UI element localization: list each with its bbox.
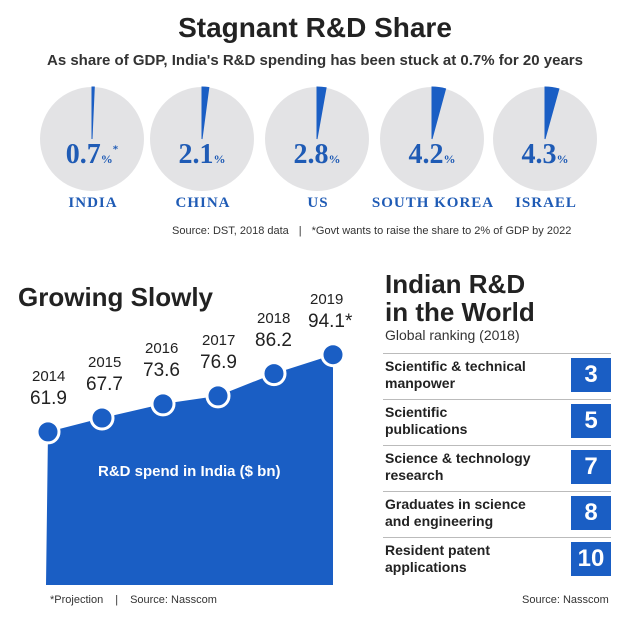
pie-unit: %	[556, 152, 569, 166]
year-label-2014: 2014	[32, 367, 66, 385]
year-label-2018: 2018	[257, 309, 291, 327]
pie-unit: %	[213, 152, 226, 166]
page-subtitle: As share of GDP, India's R&D spending ha…	[47, 52, 583, 69]
pie-israel: 4.3% ISRAEL	[491, 85, 601, 211]
ranking-row: Scientific & technical manpower 3	[383, 353, 611, 392]
source-top-right: *Govt wants to raise the share to 2% of …	[311, 225, 572, 237]
ranking-number: 10	[571, 542, 611, 576]
pie-number: 4.2	[408, 139, 444, 170]
pie-us: 2.8% US	[263, 85, 373, 211]
data-label-2015: 67.7	[86, 374, 123, 396]
data-point-2014	[35, 419, 61, 445]
ranking-label-line2: publications	[385, 421, 468, 437]
data-label-2016: 73.6	[143, 359, 180, 381]
pie-slice	[431, 86, 447, 140]
year-label-2017: 2017	[202, 331, 236, 349]
ranking-label: Scientific & technical manpower	[385, 358, 555, 392]
ranking-number: 8	[571, 496, 611, 530]
ranking-label-line1: Resident patent	[385, 542, 491, 558]
ranking-row: Resident patent applications 10	[383, 537, 611, 576]
pie-slice	[91, 86, 95, 140]
ranking-label: Science & technology research	[385, 450, 555, 484]
area-label: R&D spend in India ($ bn)	[98, 463, 281, 480]
pie-value: 0.7%*	[38, 139, 146, 171]
pie-number: 4.3	[521, 139, 557, 170]
ranking-label-line1: Scientific	[385, 404, 448, 420]
ranking-row: Science & technology research 7	[383, 445, 611, 484]
ranking-label-line2: research	[385, 467, 444, 483]
pie-number: 2.8	[293, 139, 329, 170]
ranking-row: Graduates in science and engineering 8	[383, 491, 611, 530]
pie-country-label: ISRAEL	[515, 195, 577, 211]
pie-circle	[150, 86, 254, 191]
pie-china: 2.1% CHINA	[148, 85, 258, 211]
pie-country-label: US	[307, 195, 329, 211]
projection-note: *Projection	[50, 594, 104, 606]
pie-value: 4.2%	[378, 139, 486, 171]
ranking-source: Source: Nasscom	[522, 594, 609, 606]
pie-circle	[380, 86, 484, 191]
pie-south-korea: 4.2% SOUTH KOREA	[372, 85, 493, 211]
year-label-2016: 2016	[145, 339, 179, 357]
ranking-number: 3	[571, 358, 611, 392]
pie-unit: %	[100, 152, 113, 166]
pie-value: 2.8%	[263, 139, 371, 171]
ranking-number: 7	[571, 450, 611, 484]
ranking-label: Scientific publications	[385, 404, 555, 438]
ranking-label: Resident patent applications	[385, 542, 555, 576]
ranking-label-line1: Scientific & technical	[385, 358, 526, 374]
pie-number: 2.1	[178, 139, 214, 170]
separator: |	[115, 594, 119, 606]
pie-asterisk: *	[112, 143, 119, 156]
growing-title: Growing Slowly	[18, 282, 214, 312]
ranking-label-line2: and engineering	[385, 513, 494, 529]
footnote-left: *Projection | Source: Nasscom	[50, 594, 217, 606]
ranking-label: Graduates in science and engineering	[385, 496, 555, 530]
ranking-label-line2: applications	[385, 559, 467, 575]
ranking-label-line1: Science & technology	[385, 450, 531, 466]
data-label-2018: 86.2	[255, 329, 292, 351]
pie-country-label: SOUTH KOREA	[371, 195, 495, 211]
year-label-2019: 2019	[310, 290, 344, 308]
pie-unit: %	[328, 152, 341, 166]
pie-india: 0.7%* INDIA	[38, 85, 148, 211]
separator: |	[298, 225, 302, 237]
pie-slice	[316, 86, 327, 140]
ranking-subtitle: Global ranking (2018)	[385, 327, 520, 343]
pie-number: 0.7	[65, 139, 101, 170]
data-label-2014: 61.9	[30, 387, 67, 409]
ranking-label-line2: manpower	[385, 375, 456, 391]
page-title: Stagnant R&D Share	[178, 12, 452, 43]
data-label-2017: 76.9	[200, 351, 237, 373]
pie-country-label: CHINA	[175, 195, 231, 211]
data-point-2015	[89, 405, 115, 431]
data-point-2019	[320, 342, 346, 368]
source-top-left: Source: DST, 2018 data	[172, 225, 289, 237]
pie-circle	[493, 86, 597, 191]
area-fill	[46, 354, 333, 585]
pie-slice	[201, 86, 210, 140]
data-point-2017	[205, 383, 231, 409]
data-point-2016	[150, 391, 176, 417]
ranking-title-line1: Indian R&D	[385, 269, 526, 299]
ranking-title-line2: in the World	[385, 297, 535, 327]
data-label-2019: 94.1*	[308, 310, 353, 332]
source-top: Source: DST, 2018 data | *Govt wants to ra…	[172, 225, 571, 237]
pie-value: 2.1%	[148, 139, 256, 171]
data-point-2018	[261, 361, 287, 387]
pie-country-label: INDIA	[68, 195, 118, 211]
pie-circle	[265, 86, 369, 191]
ranking-title: Indian R&D in the World	[385, 270, 585, 326]
pie-value: 4.3%	[491, 139, 599, 171]
pie-unit: %	[443, 152, 456, 166]
year-label-2015: 2015	[88, 354, 122, 372]
ranking-label-line1: Graduates in science	[385, 496, 526, 512]
ranking-number: 5	[571, 404, 611, 438]
pie-slice	[544, 86, 560, 140]
growing-source: Source: Nasscom	[130, 594, 217, 606]
ranking-row: Scientific publications 5	[383, 399, 611, 438]
pie-circle	[40, 86, 144, 191]
